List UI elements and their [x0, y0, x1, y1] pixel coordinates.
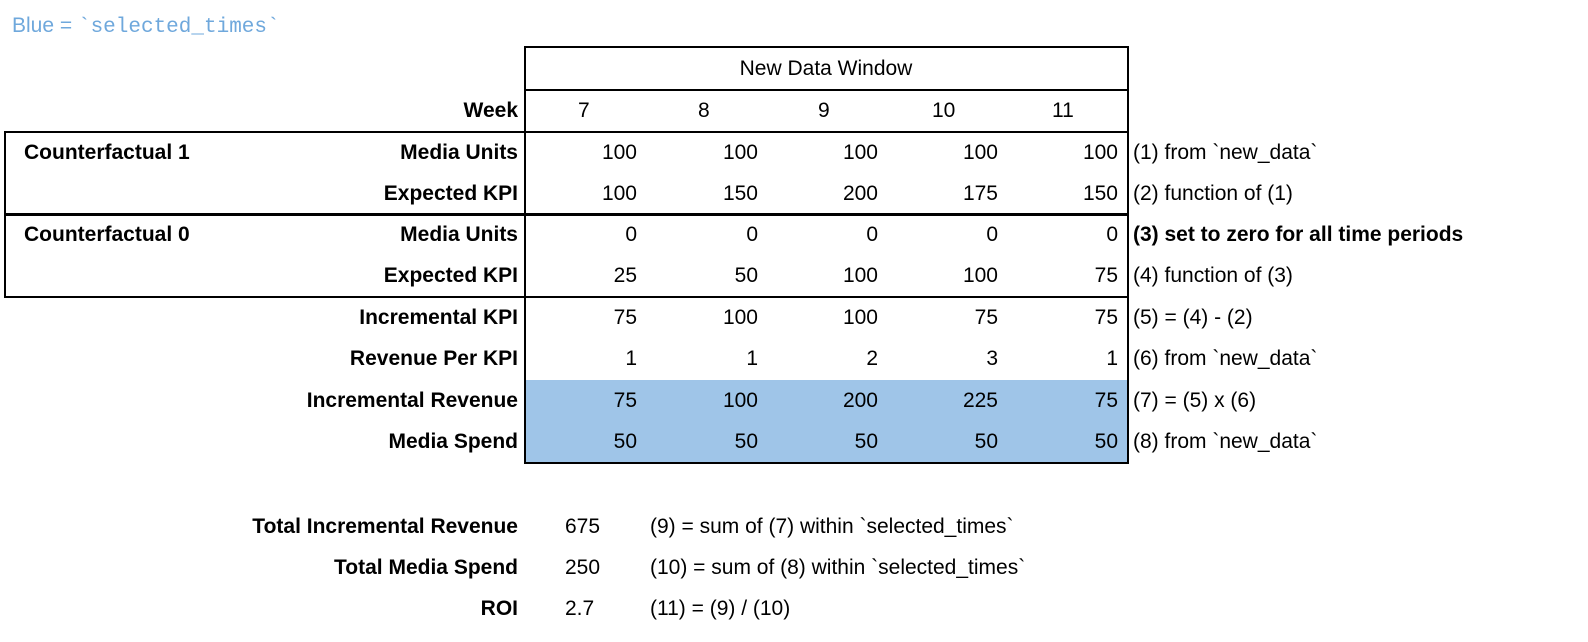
- value-cell: 100: [601, 182, 637, 205]
- summary-label: Total Incremental Revenue: [252, 515, 518, 538]
- summary-note: (9) = sum of (7) within `selected_times`: [650, 515, 1014, 538]
- window-title: New Data Window: [739, 57, 913, 80]
- selected-times-highlight: [525, 380, 1127, 462]
- legend: Blue = `selected_times`: [12, 14, 280, 39]
- value-cell: 0: [625, 223, 637, 246]
- value-cell: 50: [734, 430, 758, 453]
- value-cell: 2: [866, 347, 878, 370]
- row-label: Media Units: [400, 223, 518, 246]
- value-cell: 25: [613, 264, 637, 287]
- counterfactual-1-box: [4, 131, 1129, 216]
- group-label: Counterfactual 0: [24, 223, 190, 246]
- value-cell: 100: [842, 264, 878, 287]
- value-cell: 100: [962, 264, 998, 287]
- row-label: Expected KPI: [383, 264, 518, 287]
- value-cell: 50: [734, 264, 758, 287]
- value-cell: 75: [974, 306, 998, 329]
- table-row: Incremental KPI 75 100 100 75 75 (5) = (4) - (…: [0, 297, 1588, 338]
- row-note: (7) = (5) x (6): [1133, 389, 1257, 412]
- row-label: Expected KPI: [383, 182, 518, 205]
- value-cell: 225: [962, 389, 998, 412]
- row-label: Media Units: [400, 141, 518, 164]
- table-row: Expected KPI 100 150 200 175 150 (2) function …: [0, 173, 1588, 214]
- summary-value: 250: [565, 556, 601, 579]
- week-8: 8: [698, 99, 710, 122]
- value-cell: 75: [1094, 264, 1118, 287]
- value-cell: 200: [842, 182, 878, 205]
- value-cell: 0: [866, 223, 878, 246]
- value-cell: 0: [1106, 223, 1118, 246]
- value-cell: 1: [1106, 347, 1118, 370]
- week-9: 9: [818, 99, 830, 122]
- summary-note: (10) = sum of (8) within `selected_times…: [650, 556, 1026, 579]
- legend-code: `selected_times`: [77, 16, 280, 39]
- value-cell: 200: [842, 389, 878, 412]
- value-cell: 100: [722, 141, 758, 164]
- row-note: (1) from `new_data`: [1133, 141, 1318, 164]
- value-cell: 0: [986, 223, 998, 246]
- value-cell: 100: [842, 141, 878, 164]
- summary-row: ROI 2.7 (11) = (9) / (10): [0, 588, 1588, 629]
- value-cell: 0: [746, 223, 758, 246]
- week-10: 10: [932, 99, 956, 122]
- counterfactual-0-box: [4, 213, 1129, 298]
- row-note: (2) function of (1): [1133, 182, 1293, 205]
- week-7: 7: [578, 99, 590, 122]
- row-note: (3) set to zero for all time periods: [1133, 223, 1464, 246]
- summary-label: Total Media Spend: [334, 556, 518, 579]
- week-label: Week: [463, 99, 518, 122]
- value-cell: 175: [962, 182, 998, 205]
- table-row: Incremental Revenue 75 100 200 225 75 (7) = (5…: [0, 380, 1588, 421]
- value-cell: 3: [986, 347, 998, 370]
- value-cell: 75: [1094, 389, 1118, 412]
- value-cell: 75: [613, 389, 637, 412]
- value-cell: 150: [722, 182, 758, 205]
- summary-note: (11) = (9) / (10): [650, 597, 791, 620]
- value-cell: 150: [1082, 182, 1118, 205]
- table-row: Counterfactual 1 Media Units 100 100 100 100 1…: [0, 132, 1588, 173]
- value-cell: 100: [722, 306, 758, 329]
- value-cell: 50: [1094, 430, 1118, 453]
- summary-value: 2.7: [565, 597, 595, 620]
- group-label: Counterfactual 1: [24, 141, 190, 164]
- table-row: Revenue Per KPI 1 1 2 3 1 (6) from `new_data`: [0, 338, 1588, 379]
- value-cell: 100: [1082, 141, 1118, 164]
- legend-prefix: Blue =: [12, 14, 78, 37]
- table-row: Expected KPI 25 50 100 100 75 (4) function of …: [0, 255, 1588, 296]
- row-note: (6) from `new_data`: [1133, 347, 1318, 370]
- row-label: Media Spend: [388, 430, 518, 453]
- row-label: Revenue Per KPI: [349, 347, 518, 370]
- row-label: Incremental Revenue: [306, 389, 518, 412]
- value-cell: 100: [722, 389, 758, 412]
- row-label: Incremental KPI: [359, 306, 518, 329]
- header-divider: [524, 89, 1129, 91]
- value-cell: 50: [974, 430, 998, 453]
- row-note: (8) from `new_data`: [1133, 430, 1318, 453]
- value-cell: 1: [746, 347, 758, 370]
- summary-row: Total Media Spend 250 (10) = sum of (8) …: [0, 547, 1588, 588]
- value-cell: 1: [625, 347, 637, 370]
- summary-row: Total Incremental Revenue 675 (9) = sum …: [0, 506, 1588, 547]
- table-row: Counterfactual 0 Media Units 0 0 0 0 0 (3) set …: [0, 214, 1588, 255]
- week-row: Week 7 8 9 10 11: [0, 90, 1588, 131]
- row-note: (5) = (4) - (2): [1133, 306, 1253, 329]
- value-cell: 100: [601, 141, 637, 164]
- value-cell: 50: [613, 430, 637, 453]
- value-cell: 75: [1094, 306, 1118, 329]
- week-11: 11: [1052, 99, 1074, 122]
- value-cell: 75: [613, 306, 637, 329]
- summary-label: ROI: [480, 597, 518, 620]
- value-cell: 100: [842, 306, 878, 329]
- value-cell: 100: [962, 141, 998, 164]
- summary-value: 675: [565, 515, 601, 538]
- row-note: (4) function of (3): [1133, 264, 1293, 287]
- table-row: Media Spend 50 50 50 50 50 (8) from `new_data`: [0, 421, 1588, 462]
- value-cell: 50: [854, 430, 878, 453]
